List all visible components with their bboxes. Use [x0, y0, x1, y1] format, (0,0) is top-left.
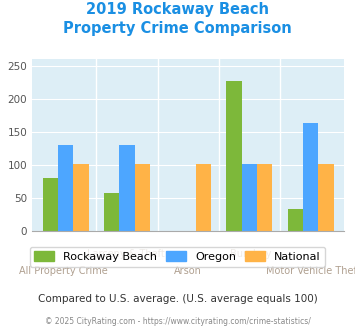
Bar — [73, 164, 89, 231]
Text: Arson: Arson — [174, 266, 202, 276]
Bar — [43, 178, 58, 231]
Text: All Property Crime: All Property Crime — [19, 266, 108, 276]
Text: Larceny & Theft: Larceny & Theft — [87, 249, 165, 259]
Text: Burglary: Burglary — [230, 249, 271, 259]
Bar — [119, 145, 135, 231]
Text: © 2025 CityRating.com - https://www.cityrating.com/crime-statistics/: © 2025 CityRating.com - https://www.city… — [45, 317, 310, 326]
Bar — [288, 209, 303, 231]
Bar — [135, 164, 150, 231]
Text: Motor Vehicle Theft: Motor Vehicle Theft — [266, 266, 355, 276]
Bar — [104, 193, 119, 231]
Bar — [226, 81, 242, 231]
Bar — [58, 145, 73, 231]
Text: Compared to U.S. average. (U.S. average equals 100): Compared to U.S. average. (U.S. average … — [38, 294, 317, 304]
Bar — [303, 123, 318, 231]
Bar — [318, 164, 334, 231]
Text: 2019 Rockaway Beach: 2019 Rockaway Beach — [86, 2, 269, 16]
Bar — [257, 164, 272, 231]
Legend: Rockaway Beach, Oregon, National: Rockaway Beach, Oregon, National — [30, 247, 325, 267]
Bar — [242, 164, 257, 231]
Bar — [196, 164, 211, 231]
Text: Property Crime Comparison: Property Crime Comparison — [63, 21, 292, 36]
